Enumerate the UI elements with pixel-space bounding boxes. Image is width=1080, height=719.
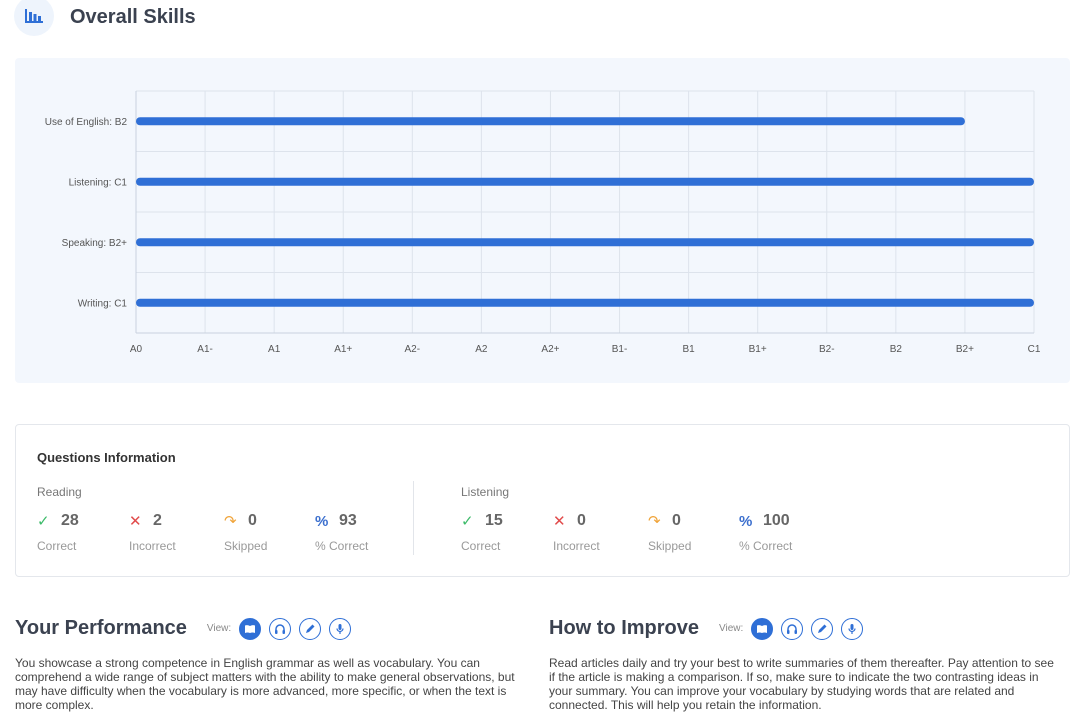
x-tick-label: C1 bbox=[1028, 344, 1041, 355]
stat-value: 0 bbox=[672, 512, 681, 529]
x-tick-label: B2+ bbox=[956, 344, 974, 355]
improve-view-reading-button[interactable] bbox=[751, 617, 774, 640]
stat-label: Incorrect bbox=[553, 539, 600, 553]
reading-label: Reading bbox=[37, 485, 82, 499]
stat-label: Incorrect bbox=[129, 539, 176, 553]
performance-view-label: View: bbox=[206, 623, 232, 634]
improve-view-listening-button[interactable] bbox=[781, 617, 804, 640]
x-tick-label: B2- bbox=[819, 344, 835, 355]
page-title: Overall Skills bbox=[70, 6, 196, 28]
stat-label: Correct bbox=[461, 539, 501, 553]
skills-chart: A0 A1- A1 A1+ A2- A2 A2+ B1- B1 B1+ B2- B2 B2+ C1 Use … bbox=[45, 90, 1041, 355]
stat-value: 15 bbox=[485, 512, 503, 529]
pencil-icon bbox=[306, 624, 315, 633]
stat-value: 93 bbox=[339, 512, 357, 529]
pencil-icon bbox=[818, 624, 827, 633]
x-tick-label: A2 bbox=[475, 344, 488, 355]
x-tick-label: A1- bbox=[197, 344, 213, 355]
performance-view-reading-button[interactable] bbox=[239, 617, 262, 640]
section-divider bbox=[413, 481, 414, 555]
y-category-label: Use of English: B2 bbox=[45, 117, 128, 128]
improve-text: Read articles daily and try your best to… bbox=[549, 656, 1054, 712]
improve-view-label: View: bbox=[719, 623, 744, 634]
stat-label: Skipped bbox=[224, 539, 268, 553]
improve-title: How to Improve bbox=[549, 617, 700, 639]
skip-icon: ↷ bbox=[648, 513, 661, 530]
listening-label: Listening bbox=[461, 485, 510, 499]
x-tick-label: B1+ bbox=[749, 344, 767, 355]
stat-value: 100 bbox=[763, 512, 790, 529]
performance-view-speaking-button[interactable] bbox=[329, 617, 352, 640]
headphones-icon bbox=[787, 623, 798, 634]
improve-header: How to Improve View: bbox=[549, 617, 871, 640]
skip-icon: ↷ bbox=[224, 513, 237, 530]
x-tick-label: B1- bbox=[612, 344, 628, 355]
book-icon bbox=[245, 624, 256, 633]
reading-percent-stat: % 93 % Correct bbox=[315, 511, 368, 553]
reading-skipped-stat: ↷ 0 Skipped bbox=[224, 511, 267, 553]
x-tick-label: A1+ bbox=[334, 344, 352, 355]
y-category-label: Writing: C1 bbox=[78, 298, 128, 309]
questions-information-title: Questions Information bbox=[37, 450, 176, 465]
stat-label: % Correct bbox=[315, 539, 369, 553]
book-icon bbox=[757, 624, 768, 633]
y-category-label: Listening: C1 bbox=[69, 177, 128, 188]
questions-information-card: Questions Information Reading Listening … bbox=[15, 424, 1070, 577]
stat-value: 0 bbox=[577, 512, 586, 529]
x-tick-label: B2 bbox=[890, 344, 903, 355]
reading-correct-stat: ✓ 28 Correct bbox=[37, 511, 79, 553]
x-tick-label: A2+ bbox=[541, 344, 559, 355]
performance-text: You showcase a strong competence in Engl… bbox=[15, 656, 515, 712]
reading-incorrect-stat: ✕ 2 Incorrect bbox=[129, 511, 176, 553]
check-icon: ✓ bbox=[37, 513, 50, 530]
stat-label: Correct bbox=[37, 539, 77, 553]
stat-label: % Correct bbox=[739, 539, 793, 553]
check-icon: ✓ bbox=[461, 513, 474, 530]
x-tick-label: A1 bbox=[268, 344, 281, 355]
performance-view-listening-button[interactable] bbox=[269, 617, 292, 640]
stat-label: Skipped bbox=[648, 539, 692, 553]
improve-view-writing-button[interactable] bbox=[811, 617, 834, 640]
listening-percent-stat: % 100 % Correct bbox=[739, 511, 792, 553]
bar-chart-icon bbox=[14, 0, 54, 36]
stat-value: 2 bbox=[153, 512, 162, 529]
cross-icon: ✕ bbox=[129, 513, 142, 530]
percent-icon: % bbox=[315, 512, 329, 530]
x-tick-label: A0 bbox=[130, 344, 143, 355]
headphones-icon bbox=[275, 623, 286, 634]
microphone-icon bbox=[848, 623, 856, 634]
cross-icon: ✕ bbox=[553, 513, 566, 530]
performance-header: Your Performance View: bbox=[15, 617, 359, 640]
performance-view-writing-button[interactable] bbox=[299, 617, 322, 640]
listening-incorrect-stat: ✕ 0 Incorrect bbox=[553, 511, 600, 553]
x-tick-label: A2- bbox=[405, 344, 421, 355]
stat-value: 28 bbox=[61, 512, 79, 529]
x-tick-label: B1 bbox=[682, 344, 695, 355]
stat-value: 0 bbox=[248, 512, 257, 529]
performance-title: Your Performance bbox=[15, 617, 187, 639]
microphone-icon bbox=[336, 623, 344, 634]
percent-icon: % bbox=[739, 512, 753, 530]
listening-skipped-stat: ↷ 0 Skipped bbox=[648, 511, 691, 553]
y-category-label: Speaking: B2+ bbox=[62, 238, 127, 249]
improve-view-speaking-button[interactable] bbox=[841, 617, 864, 640]
page-header bbox=[14, 0, 54, 38]
listening-correct-stat: ✓ 15 Correct bbox=[461, 511, 503, 553]
skills-chart-card: A0 A1- A1 A1+ A2- A2 A2+ B1- B1 B1+ B2- B2 B2+ C1 Use … bbox=[15, 58, 1070, 383]
